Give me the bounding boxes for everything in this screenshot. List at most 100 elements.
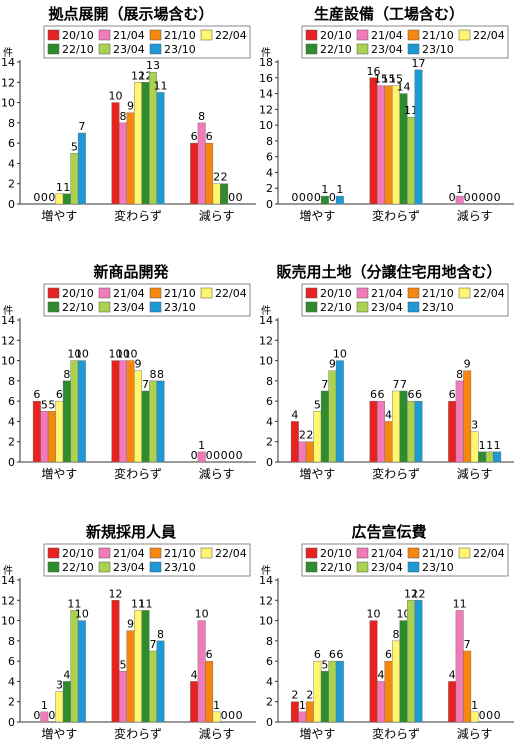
bar <box>156 380 165 463</box>
legend-swatch <box>98 301 111 313</box>
data-label: 2 <box>221 171 228 184</box>
category-label: 増やす <box>299 727 335 741</box>
data-label: 14 <box>397 81 411 94</box>
legend-swatch <box>200 287 213 299</box>
legend-label: 23/10 <box>164 561 196 574</box>
category-label: 減らす <box>199 208 235 223</box>
bar <box>149 650 157 723</box>
legend-swatch <box>305 29 318 41</box>
legend-label: 23/10 <box>422 561 454 574</box>
bar <box>290 421 299 463</box>
legend-label: 22/10 <box>62 561 94 574</box>
y-tick-label: 14 <box>259 574 273 587</box>
legend-swatch <box>200 547 213 559</box>
data-label: 1 <box>56 181 63 194</box>
data-label: 1 <box>321 183 328 196</box>
bar <box>111 102 120 205</box>
legend-swatch <box>149 287 162 299</box>
data-label: 7 <box>321 378 328 391</box>
legend-box <box>43 543 251 577</box>
data-label: 6 <box>449 388 456 401</box>
legend-swatch <box>356 301 369 313</box>
legend-label: 23/04 <box>371 43 403 56</box>
data-label: 5 <box>120 658 127 671</box>
bar <box>448 400 457 463</box>
data-label: 5 <box>71 140 78 153</box>
y-tick-label: 4 <box>266 675 273 688</box>
data-label: 6 <box>206 648 213 661</box>
legend-swatch <box>149 29 162 41</box>
bar <box>134 370 142 463</box>
data-label: 10 <box>75 348 89 361</box>
category-label: 減らす <box>457 208 493 223</box>
bar <box>463 650 472 723</box>
y-tick-label: 6 <box>8 137 15 150</box>
bar <box>392 390 400 463</box>
legend-swatch <box>407 287 420 299</box>
legend-label: 22/10 <box>320 43 352 56</box>
data-label: 0 <box>479 709 486 722</box>
data-label: 12 <box>131 69 145 82</box>
y-tick-label: 2 <box>266 436 273 449</box>
legend-label: 20/10 <box>62 547 94 560</box>
bar <box>111 600 120 723</box>
data-label: 6 <box>314 648 321 661</box>
bar <box>414 400 423 463</box>
data-label: 6 <box>191 130 198 143</box>
legend-label: 21/04 <box>113 29 145 42</box>
bar <box>407 400 415 463</box>
data-label: 6 <box>385 648 392 661</box>
category-label: 変わらず <box>372 208 420 223</box>
data-label: 9 <box>135 358 142 371</box>
bar <box>384 660 393 723</box>
legend-swatch <box>407 43 420 55</box>
bar <box>197 451 206 463</box>
bar <box>77 132 86 205</box>
legend-swatch <box>149 301 162 313</box>
legend-swatch <box>98 29 111 41</box>
data-label: 3 <box>56 679 63 692</box>
legend-swatch <box>47 29 60 41</box>
data-label: 11 <box>67 597 81 610</box>
data-label: 15 <box>389 73 403 86</box>
bar <box>141 82 150 205</box>
bar <box>470 711 479 723</box>
chart-title: 新商品開発 <box>93 263 169 281</box>
legend-label: 23/10 <box>164 301 196 314</box>
legend-box <box>43 283 251 317</box>
y-unit-label: 件 <box>261 305 271 317</box>
bar <box>141 610 150 723</box>
data-label: 4 <box>63 668 70 681</box>
legend-swatch <box>47 287 60 299</box>
legend-swatch <box>407 547 420 559</box>
category-label: 減らす <box>457 466 493 481</box>
data-label: 9 <box>127 100 134 113</box>
legend-label: 22/10 <box>320 561 352 574</box>
bar <box>156 640 165 723</box>
data-label: 6 <box>415 388 422 401</box>
legend-label: 20/10 <box>320 29 352 42</box>
category-label: 増やす <box>299 209 335 223</box>
y-tick-label: 14 <box>259 88 273 101</box>
bar <box>197 122 206 205</box>
bar <box>414 69 423 205</box>
y-tick-label: 12 <box>259 103 273 116</box>
data-label: 8 <box>393 628 400 641</box>
bar <box>305 441 314 463</box>
data-label: 5 <box>314 398 321 411</box>
y-tick-label: 10 <box>1 355 15 368</box>
y-unit-label: 件 <box>261 565 271 577</box>
data-label: 0 <box>306 191 313 204</box>
y-tick-label: 4 <box>8 415 15 428</box>
legend-swatch <box>47 43 60 55</box>
data-label: 0 <box>236 709 243 722</box>
legend-swatch <box>149 547 162 559</box>
legend-label: 21/04 <box>113 287 145 300</box>
bar <box>455 380 464 463</box>
y-tick-label: 10 <box>259 615 273 628</box>
chart-panel: 販売用土地（分譲住宅用地含む） 20/10 21/04 21/10 22/04 22/10… <box>259 263 514 481</box>
data-label: 0 <box>206 449 213 462</box>
legend-label: 20/10 <box>320 547 352 560</box>
legend-swatch <box>98 287 111 299</box>
bar <box>448 681 457 723</box>
